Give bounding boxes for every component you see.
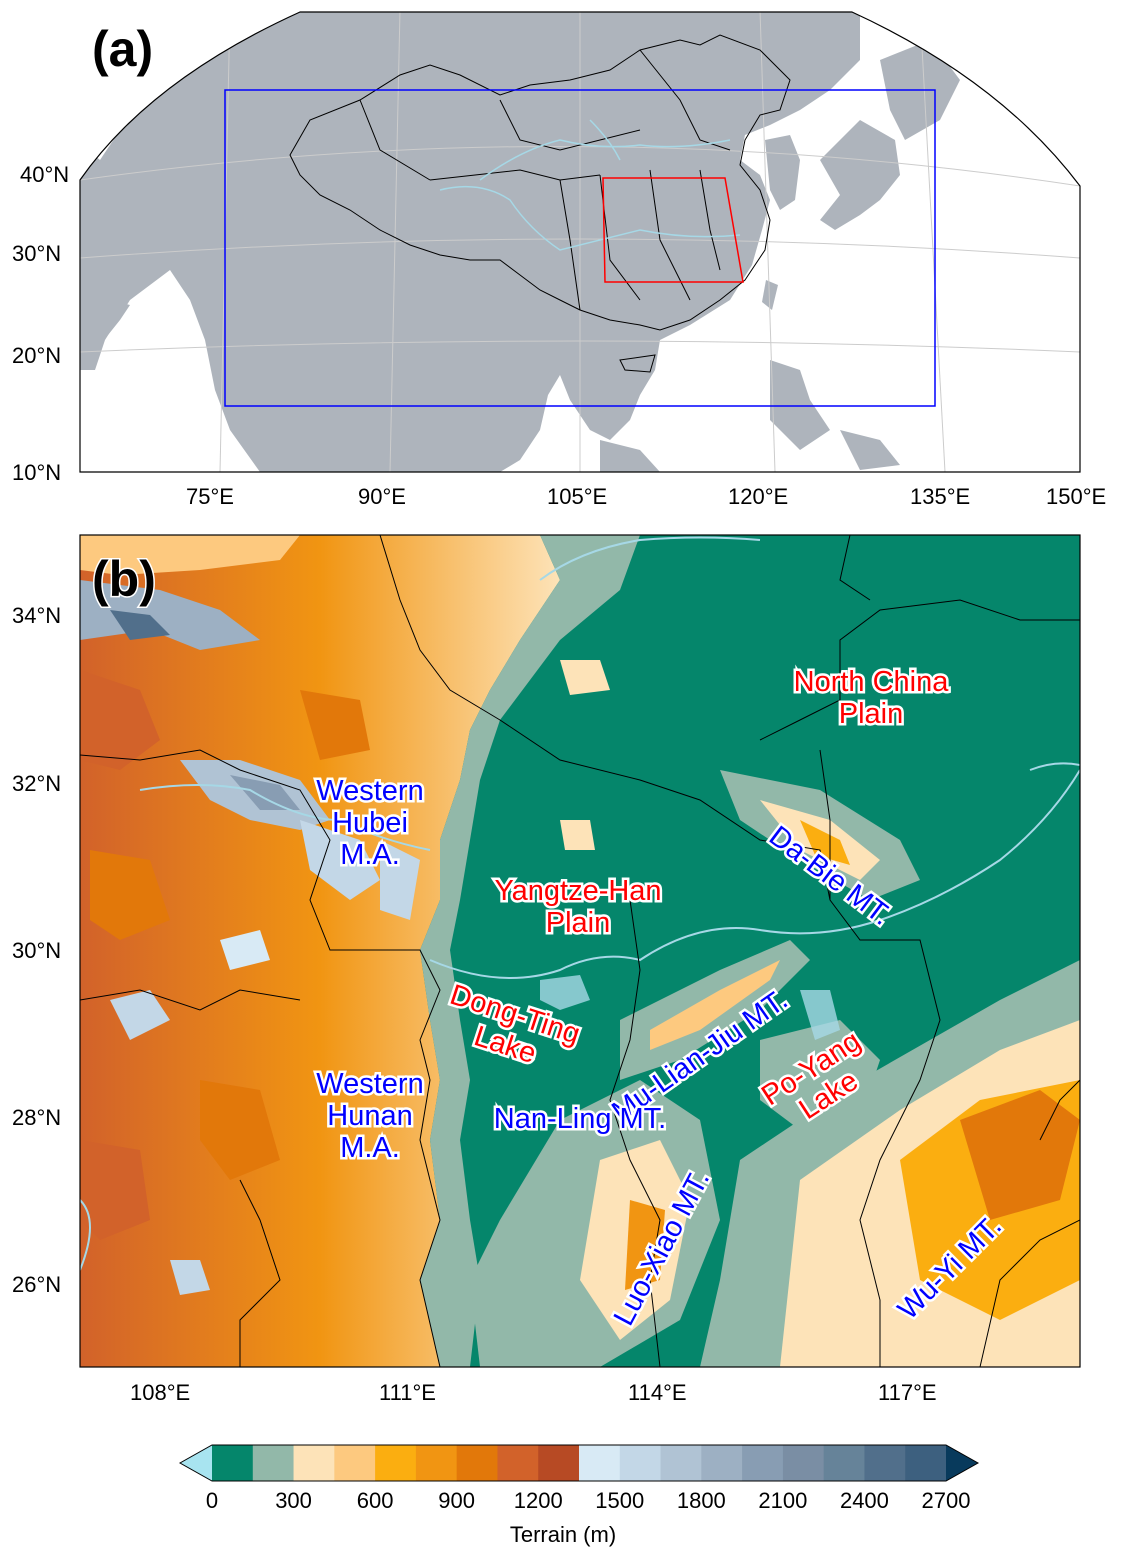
terrain-map [79, 534, 1081, 1368]
colorbar-tick-label: 2100 [758, 1488, 808, 1513]
label-north-china-plain: North China Plain [791, 664, 951, 733]
colorbar-bin [782, 1445, 825, 1481]
graticule [80, 12, 1080, 472]
colorbar-bin [823, 1445, 865, 1481]
lat-tick-30n-b: 30°N [12, 938, 62, 963]
colorbar-tick-label: 900 [438, 1488, 476, 1513]
colorbar-bin [375, 1445, 417, 1481]
lat-tick-20n: 20°N [12, 343, 62, 368]
colorbar-bin [212, 1445, 254, 1481]
colorbar-tick-label: 600 [356, 1488, 394, 1513]
lon-tick-150e: 150°E [1046, 484, 1107, 509]
colorbar-tick-label: 1500 [595, 1488, 645, 1513]
rivers [439, 119, 741, 251]
colorbar-bin [334, 1445, 376, 1481]
lat-tick-34n: 34°N [12, 603, 62, 628]
lon-tick-90e: 90°E [358, 484, 406, 509]
outer-domain-box [224, 89, 936, 407]
panel-b-label: (b) [91, 550, 158, 609]
lat-tick-40n: 40°N [20, 162, 70, 187]
lat-tick-26n: 26°N [12, 1272, 62, 1297]
colorbar-bin [742, 1445, 784, 1481]
colorbar-tick-label: 1800 [676, 1488, 726, 1513]
overview-map [79, 11, 1081, 473]
colorbar-tick-label: 2400 [839, 1488, 889, 1513]
lat-tick-28n: 28°N [12, 1105, 62, 1130]
colorbar-bin [456, 1445, 498, 1481]
label-yangtze-han-plain: Yangtze-Han Plain [492, 873, 664, 942]
western-mountains [80, 535, 560, 1367]
colorbar-strip [178, 1444, 980, 1482]
colorbar-over-arrow [946, 1445, 978, 1481]
colorbar-bin [415, 1445, 458, 1481]
colorbar: 0 300 600 900 1200 1500 1800 2100 2400 2700 Terra… [0, 1410, 1126, 1550]
study-area-box [602, 177, 744, 283]
label-western-hubei: Western Hubei M.A. [314, 773, 426, 874]
lon-tick-75e: 75°E [186, 484, 234, 509]
colorbar-bin [701, 1445, 743, 1481]
colorbar-bin [864, 1445, 906, 1481]
colorbar-bin [497, 1445, 539, 1481]
colorbar-title: Terrain (m) [509, 1522, 617, 1547]
colorbar-bin [252, 1445, 295, 1481]
lon-tick-108e: 108°E [130, 1380, 191, 1405]
asia-landmass [80, 12, 860, 472]
lat-tick-32n: 32°N [12, 771, 62, 796]
panel-a-label: (a) [92, 21, 154, 77]
panel-a: (a) 40°N 30°N 20°N 10°N 75°E 90°E 105°E … [0, 0, 1126, 520]
province-boundaries [80, 535, 1080, 1367]
lon-tick-114e: 114°E [628, 1380, 687, 1405]
label-western-hunan: Western Hunan M.A. [314, 1066, 426, 1167]
colorbar-tick-label: 300 [275, 1488, 312, 1513]
lon-tick-117e: 117°E [878, 1380, 937, 1405]
terrain-rivers [80, 536, 1080, 1271]
colorbar-bin [538, 1445, 580, 1481]
china-boundaries [289, 34, 791, 373]
colorbar-bin [905, 1445, 947, 1481]
colorbar-tick-label: 1200 [513, 1488, 563, 1513]
colorbar-bin [660, 1445, 702, 1481]
lon-tick-120e: 120°E [728, 484, 789, 509]
lat-tick-10n: 10°N [12, 460, 62, 485]
panel-b: (b) 34°N 32°N 30°N 28°N 26°N 108°E 111°E… [0, 520, 1126, 1405]
lon-tick-105e: 105°E [547, 484, 608, 509]
colorbar-under-arrow [180, 1445, 212, 1481]
colorbar-bin [579, 1445, 621, 1481]
lon-tick-135e: 135°E [910, 484, 971, 509]
colorbar-tick-label: 0 [205, 1488, 219, 1513]
colorbar-bin [619, 1445, 662, 1481]
label-nan-ling-mt: Nan-Ling MT. [491, 1101, 668, 1138]
colorbar-bin [293, 1445, 335, 1481]
lat-tick-30n: 30°N [12, 241, 62, 266]
colorbar-tick-label: 2700 [921, 1488, 971, 1513]
lon-tick-111e: 111°E [379, 1380, 436, 1405]
